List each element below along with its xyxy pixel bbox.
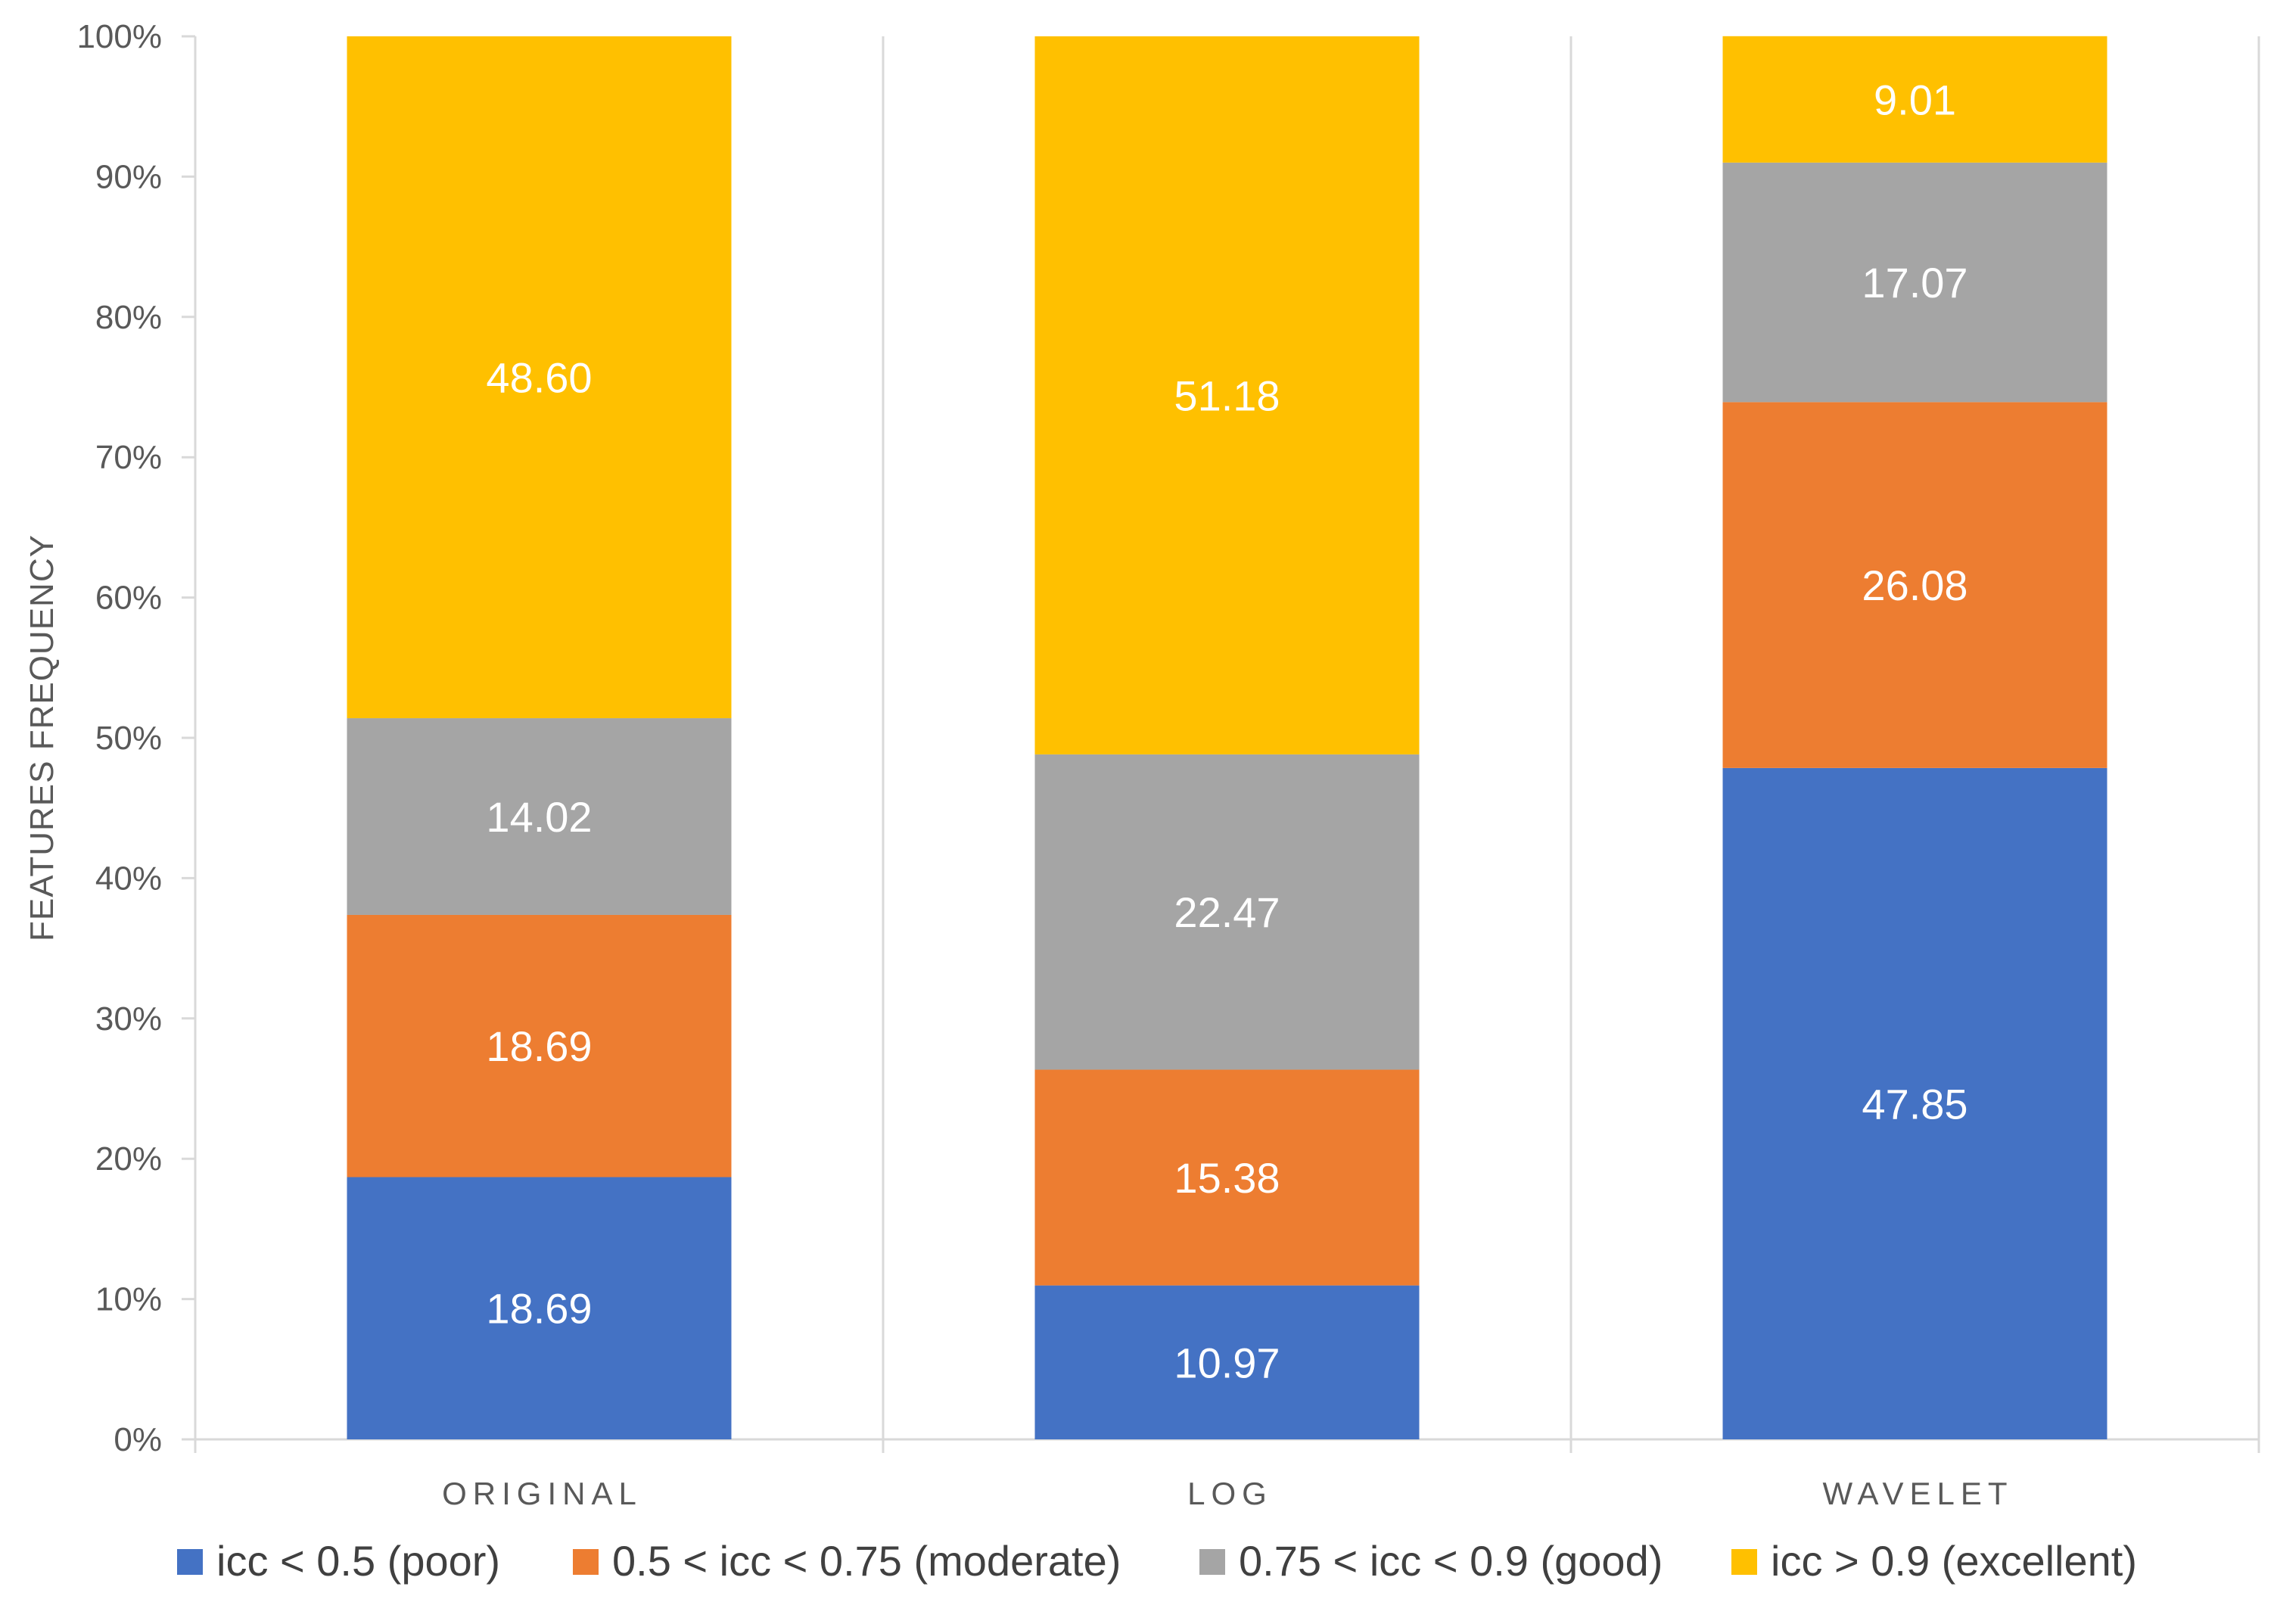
data-label: 51.18 [1174,372,1280,419]
bar-segment [1722,162,2107,403]
x-category-label: WAVELET [1822,1476,2013,1511]
y-tick-label: 50% [95,720,162,757]
data-label: 14.02 [486,793,592,841]
y-tick-label: 100% [76,18,162,55]
y-axis-title: FEATURES FREQUENCY [23,534,61,941]
bar-segment [1722,767,2107,1439]
y-tick-label: 60% [95,580,162,617]
y-tick-label: 90% [95,158,162,195]
y-tick-label: 70% [95,439,162,476]
bar-segment [1722,36,2107,163]
y-tick-label: 80% [95,299,162,336]
bar-segment [347,718,732,915]
legend-entry: 0.75 < icc < 0.9 (good) [1239,1537,1663,1585]
bar-segment [347,36,732,719]
y-tick-label: 40% [95,860,162,897]
legend-swatch [1199,1549,1225,1575]
data-label: 10.97 [1174,1339,1280,1386]
data-label: 9.01 [1874,76,1956,123]
data-label: 18.69 [486,1285,592,1333]
legend-swatch [573,1549,599,1575]
x-category-label: LOG [1187,1476,1273,1511]
legend-swatch [177,1549,203,1575]
x-category-label: ORIGINAL [442,1476,642,1511]
data-label: 48.60 [486,354,592,402]
data-label: 18.69 [486,1022,592,1070]
bar-segment [1034,36,1420,754]
bar-segment [347,1177,732,1439]
data-label: 17.07 [1862,259,1967,306]
bar-segment [1034,1069,1420,1286]
bar-segment [1034,754,1420,1070]
data-label: 22.47 [1174,888,1280,936]
legend-entry: icc < 0.5 (poor) [216,1537,500,1585]
legend-swatch [1731,1549,1757,1575]
y-tick-label: 10% [95,1281,162,1318]
legend-entry: icc > 0.9 (excellent) [1771,1537,2137,1585]
legend-entry: 0.5 < icc < 0.75 (moderate) [612,1537,1121,1585]
data-label: 15.38 [1174,1154,1280,1202]
data-label: 26.08 [1862,562,1967,609]
bar-segment [1722,402,2107,768]
bar-segment [1034,1285,1420,1439]
data-label: 47.85 [1862,1080,1967,1128]
y-tick-label: 30% [95,1000,162,1038]
y-tick-label: 20% [95,1140,162,1178]
y-tick-label: 0% [114,1421,162,1458]
bar-segment [347,914,732,1178]
